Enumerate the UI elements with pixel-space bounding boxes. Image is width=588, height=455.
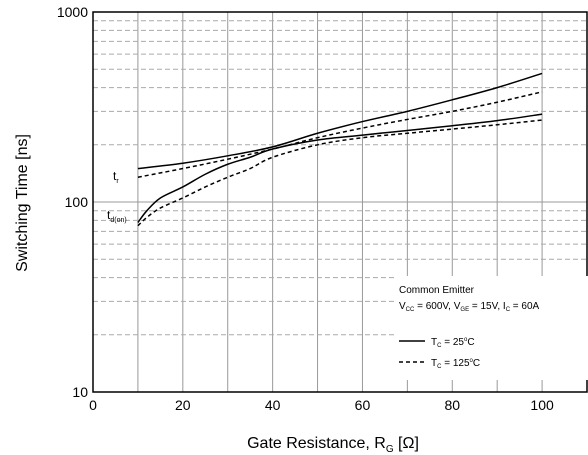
legend: Common Emitter VCC = 600V, VGE = 15V, IC… <box>394 276 588 380</box>
x-tick-label: 100 <box>530 397 554 413</box>
legend-conditions: VCC = 600V, VGE = 15V, IC = 60A <box>399 301 540 313</box>
curve-label-tr: tr <box>113 169 119 185</box>
plot-frame <box>92 11 588 393</box>
y-axis-label: Switching Time [ns] <box>14 134 31 272</box>
x-tick-label: 60 <box>355 397 371 413</box>
legend-title: Common Emitter <box>399 285 475 296</box>
series-group <box>137 72 543 227</box>
legend-entry-125c: TC = 125oC <box>431 358 480 370</box>
y-tick-label: 1000 <box>57 4 88 20</box>
x-tick-label: 20 <box>175 397 191 413</box>
curve-label-tdon: td(on) <box>107 208 127 224</box>
series-line-2 <box>137 113 543 223</box>
y-tick-label: 10 <box>72 384 88 400</box>
series-line-1 <box>137 91 543 178</box>
y-tick-label: 100 <box>65 194 89 210</box>
legend-entry-25c: TC = 25oC <box>431 337 475 349</box>
x-tick-label: 0 <box>89 397 97 413</box>
tick-labels: 0 20 40 60 80 100 10 100 1000 <box>57 4 554 413</box>
legend-background <box>394 276 588 380</box>
series-line-0 <box>137 72 543 170</box>
x-axis-label: Gate Resistance, RG [Ω] <box>247 435 419 455</box>
x-tick-label: 40 <box>265 397 281 413</box>
x-tick-label: 80 <box>444 397 460 413</box>
series-line-3 <box>137 119 543 227</box>
